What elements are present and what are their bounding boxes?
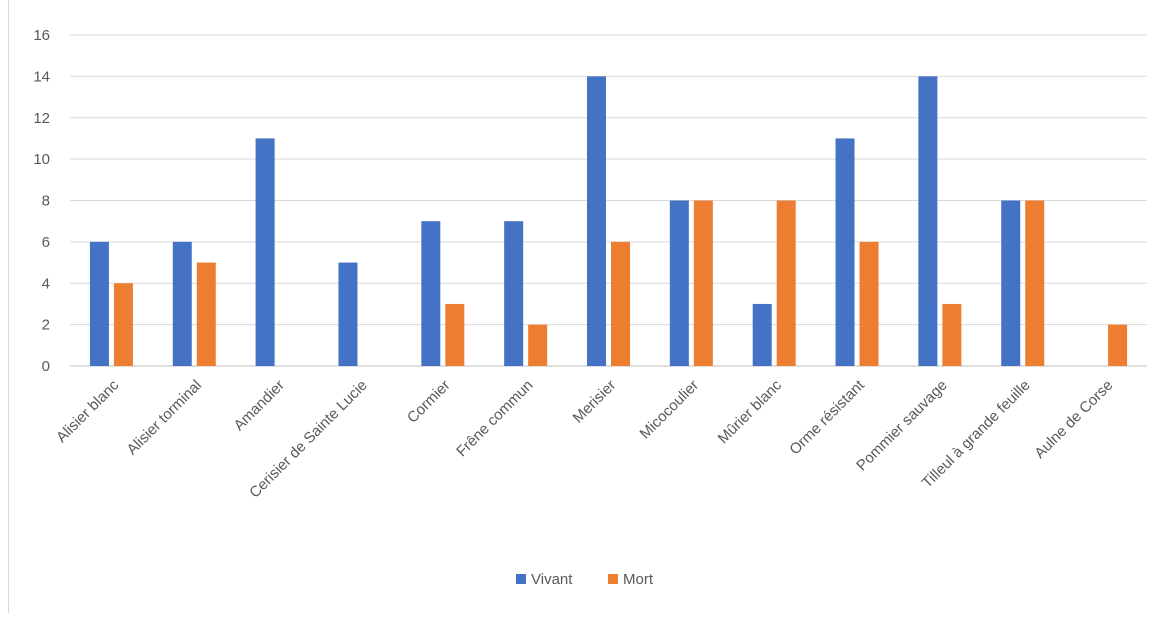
bar-vivant (338, 262, 358, 366)
y-tick-label: 16 (33, 27, 50, 44)
x-tick-label: Aulne de Corse (1031, 377, 1116, 462)
gridlines (70, 34, 1147, 367)
x-tick-label: Cormier (404, 377, 454, 427)
bar-vivant (835, 138, 855, 366)
bar-vivant (421, 221, 441, 366)
y-tick-label: 10 (33, 151, 50, 168)
x-tick-label: Frêne commun (453, 377, 536, 460)
bars (89, 76, 1128, 366)
x-tick-label: Pommier sauvage (853, 377, 951, 475)
bar-vivant (255, 138, 275, 366)
bar-mort (776, 200, 796, 366)
bar-mort (1108, 324, 1128, 366)
y-tick-label: 4 (42, 275, 50, 292)
legend-label-vivant: Vivant (531, 571, 573, 588)
x-tick-label: Orme résistant (786, 376, 868, 458)
y-tick-label: 2 (42, 317, 50, 334)
bar-mort (693, 200, 713, 366)
bar-mort (528, 324, 548, 366)
legend-swatch-mort (608, 574, 618, 584)
y-axis: 0 2 4 6 8 10 12 14 16 (33, 27, 50, 375)
frame-border (8, 0, 9, 613)
x-tick-label: Mûrier blanc (715, 376, 786, 447)
bar-vivant (504, 221, 524, 366)
y-tick-label: 14 (33, 68, 50, 85)
bar-vivant (752, 303, 772, 366)
y-tick-label: 12 (33, 110, 50, 127)
bar-vivant (918, 76, 938, 366)
y-tick-label: 0 (42, 358, 50, 375)
x-tick-label: Micocoulier (637, 377, 703, 443)
bar-mort (113, 283, 133, 366)
bar-vivant (587, 76, 606, 366)
x-tick-label: Alisier blanc (53, 376, 123, 446)
bar-mort (859, 241, 879, 366)
bar-mort (196, 262, 216, 366)
bar-mort (1025, 200, 1045, 366)
y-tick-label: 8 (42, 193, 50, 210)
bar-vivant (1001, 200, 1021, 366)
bar-vivant (89, 241, 109, 366)
bar-mort (942, 303, 962, 366)
bar-vivant (669, 200, 689, 366)
x-tick-label: Alisier torminal (124, 377, 206, 459)
x-tick-label: Merisier (570, 377, 620, 427)
legend-swatch-vivant (516, 574, 526, 584)
legend-label-mort: Mort (623, 571, 654, 588)
y-tick-label: 6 (42, 234, 50, 251)
x-axis: Alisier blanc Alisier torminal AmandierCer… (53, 376, 1116, 501)
bar-vivant (172, 241, 192, 366)
bar-mort (611, 241, 630, 366)
legend: Vivant Mort (516, 571, 654, 588)
x-tick-label: Amandier (231, 377, 288, 434)
bar-mort (445, 303, 465, 366)
